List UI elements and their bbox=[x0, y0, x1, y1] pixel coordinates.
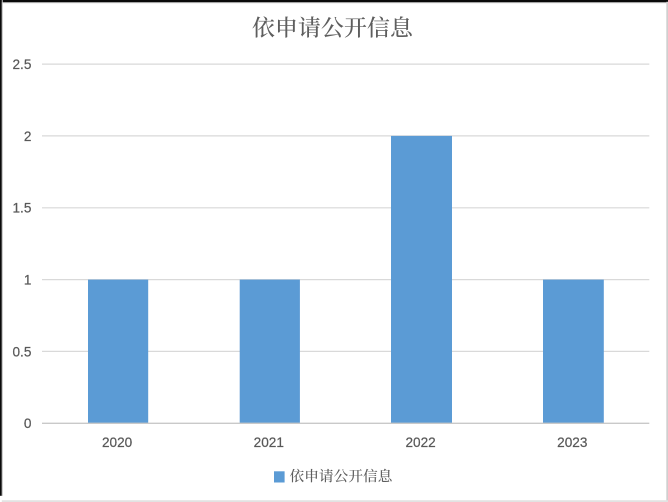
svg-text:1.5: 1.5 bbox=[12, 201, 31, 216]
svg-text:0: 0 bbox=[24, 416, 32, 431]
svg-text:2023: 2023 bbox=[557, 435, 587, 450]
svg-text:0.5: 0.5 bbox=[12, 344, 31, 359]
svg-text:2: 2 bbox=[24, 129, 32, 144]
svg-text:2.5: 2.5 bbox=[12, 57, 31, 72]
svg-text:1: 1 bbox=[24, 273, 32, 288]
svg-text:2021: 2021 bbox=[254, 435, 284, 450]
svg-text:2022: 2022 bbox=[405, 435, 435, 450]
svg-text:2020: 2020 bbox=[102, 435, 133, 450]
